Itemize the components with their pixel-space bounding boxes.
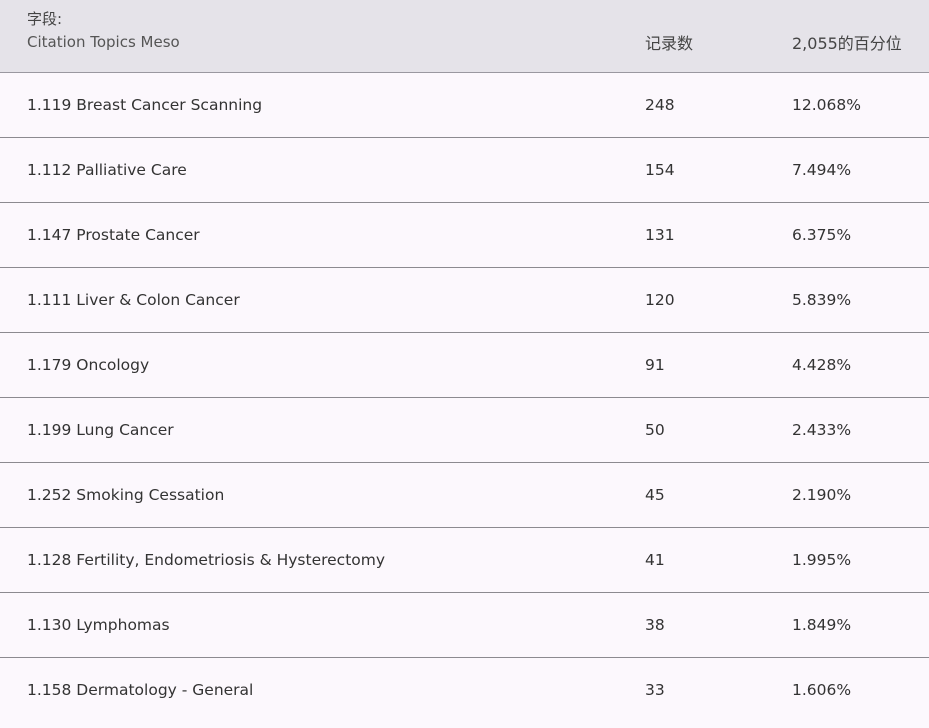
percent-cell: 12.068% — [792, 96, 861, 114]
record-count-column-header[interactable]: 记录数 — [645, 34, 694, 53]
percent-cell: 1.995% — [792, 551, 852, 569]
count-cell: 33 — [645, 681, 665, 699]
percent-cell: 4.428% — [792, 356, 852, 374]
table-row[interactable]: 1.112 Palliative Care 154 7.494% — [0, 138, 929, 203]
table-row[interactable]: 1.119 Breast Cancer Scanning 248 12.068% — [0, 73, 929, 138]
field-label: 字段: — [27, 10, 63, 28]
topic-cell[interactable]: 1.119 Breast Cancer Scanning — [27, 96, 263, 114]
table-row[interactable]: 1.179 Oncology 91 4.428% — [0, 333, 929, 398]
count-cell: 38 — [645, 616, 665, 634]
count-cell: 154 — [645, 161, 675, 179]
count-cell: 91 — [645, 356, 665, 374]
table-row[interactable]: 1.199 Lung Cancer 50 2.433% — [0, 398, 929, 463]
count-cell: 41 — [645, 551, 665, 569]
topic-cell[interactable]: 1.128 Fertility, Endometriosis & Hystere… — [27, 551, 386, 569]
topic-cell[interactable]: 1.199 Lung Cancer — [27, 421, 174, 439]
table-header: 字段: Citation Topics Meso 记录数 2,055的百分位 — [0, 0, 929, 73]
percent-cell: 6.375% — [792, 226, 852, 244]
percent-cell: 5.839% — [792, 291, 852, 309]
percent-cell: 2.433% — [792, 421, 852, 439]
percent-cell: 7.494% — [792, 161, 852, 179]
topic-cell[interactable]: 1.147 Prostate Cancer — [27, 226, 200, 244]
topic-cell[interactable]: 1.179 Oncology — [27, 356, 150, 374]
table-row[interactable]: 1.252 Smoking Cessation 45 2.190% — [0, 463, 929, 528]
table-row[interactable]: 1.130 Lymphomas 38 1.849% — [0, 593, 929, 658]
topic-cell[interactable]: 1.158 Dermatology - General — [27, 681, 254, 699]
table-row[interactable]: 1.128 Fertility, Endometriosis & Hystere… — [0, 528, 929, 593]
count-cell: 248 — [645, 96, 675, 114]
topic-cell[interactable]: 1.111 Liver & Colon Cancer — [27, 291, 240, 309]
count-cell: 131 — [645, 226, 675, 244]
table-row[interactable]: 1.147 Prostate Cancer 131 6.375% — [0, 203, 929, 268]
table-row[interactable]: 1.111 Liver & Colon Cancer 120 5.839% — [0, 268, 929, 333]
count-cell: 45 — [645, 486, 665, 504]
table-body: 1.119 Breast Cancer Scanning 248 12.068%… — [0, 73, 929, 723]
table-row[interactable]: 1.158 Dermatology - General 33 1.606% — [0, 658, 929, 723]
percent-cell: 1.606% — [792, 681, 852, 699]
topic-cell[interactable]: 1.112 Palliative Care — [27, 161, 187, 179]
percent-cell: 2.190% — [792, 486, 852, 504]
topic-cell[interactable]: 1.130 Lymphomas — [27, 616, 170, 634]
percent-column-header[interactable]: 2,055的百分位 — [792, 34, 902, 53]
percent-cell: 1.849% — [792, 616, 852, 634]
count-cell: 120 — [645, 291, 675, 309]
count-cell: 50 — [645, 421, 665, 439]
topic-cell[interactable]: 1.252 Smoking Cessation — [27, 486, 225, 504]
field-column-header[interactable]: Citation Topics Meso — [27, 33, 180, 51]
